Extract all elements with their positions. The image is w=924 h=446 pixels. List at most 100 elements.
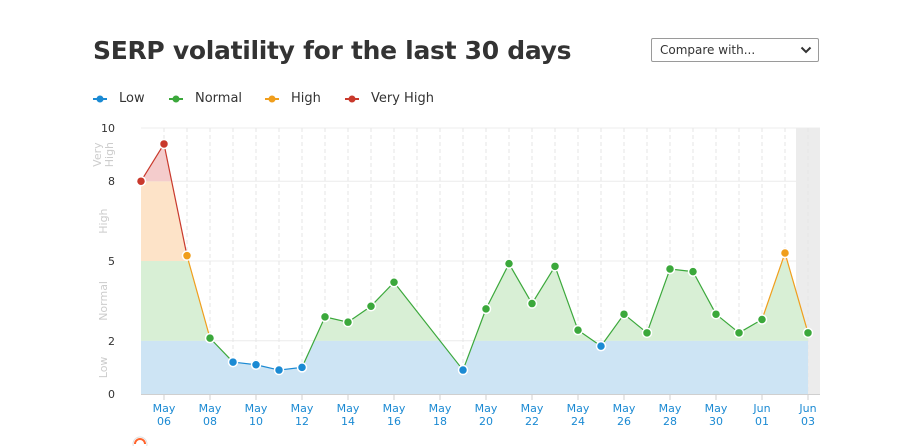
x-tick-label-day: 03: [801, 415, 815, 428]
compare-with-label: Compare with...: [660, 43, 756, 57]
data-point: [503, 258, 515, 269]
data-point: [135, 175, 147, 187]
data-point: [158, 138, 170, 150]
band-label-high: High: [97, 208, 110, 233]
x-tick-label-month: May: [429, 402, 452, 415]
series-line-segment: [186, 255, 211, 339]
x-tick-label-month: May: [245, 402, 268, 415]
x-tick-label-day: 01: [755, 415, 769, 428]
x-tick-label-day: 24: [571, 415, 585, 428]
legend-marker-low: [93, 95, 107, 103]
y-tick-label: 2: [108, 335, 115, 348]
data-point: [802, 327, 814, 339]
data-point: [687, 266, 699, 277]
x-tick-label-day: 22: [525, 415, 539, 428]
area-fill-very-high: [141, 143, 172, 182]
chevron-down-icon: [800, 46, 812, 54]
band-label-low: Low: [97, 357, 110, 379]
logo-arc: [134, 438, 146, 445]
y-tick-label: 0: [108, 388, 115, 401]
x-tick-label-month: May: [705, 402, 728, 415]
data-point: [181, 250, 193, 261]
series-line-segment: [508, 263, 533, 304]
series-line-segment: [692, 271, 717, 315]
series-line-segment: [761, 252, 786, 320]
data-point: [572, 324, 584, 336]
x-tick-label-month: May: [659, 402, 682, 415]
x-tick-label-day: 10: [249, 415, 263, 428]
data-point: [388, 277, 400, 288]
data-point: [641, 327, 653, 339]
series-line-segment: [485, 263, 510, 310]
x-tick-label-day: 08: [203, 415, 217, 428]
legend-label-low: Low: [119, 91, 145, 106]
data-point: [618, 308, 630, 320]
series-line-segment: [140, 143, 165, 182]
data-point: [733, 327, 745, 339]
data-point: [273, 364, 285, 376]
band-label-very-high: Very: [91, 142, 104, 167]
band-label-very-high: High: [103, 142, 116, 167]
legend-marker-normal: [169, 95, 183, 103]
x-tick-label-day: 06: [157, 415, 171, 428]
data-point: [342, 316, 354, 328]
x-tick-label-day: 26: [617, 415, 631, 428]
x-tick-label-month: Jun: [752, 402, 770, 415]
x-tick-label-day: 28: [663, 415, 677, 428]
x-tick-label-month: Jun: [798, 402, 816, 415]
y-tick-label: 5: [108, 255, 115, 268]
x-tick-label-day: 18: [433, 415, 447, 428]
data-point: [457, 364, 469, 376]
series-line-segment: [209, 337, 234, 363]
legend-label-high: High: [291, 91, 321, 106]
x-tick-label-day: 12: [295, 415, 309, 428]
data-point: [756, 314, 768, 325]
series-line-segment: [462, 308, 487, 371]
data-point: [779, 247, 791, 259]
series-line-segment: [531, 266, 556, 304]
data-point: [710, 308, 722, 320]
data-point: [549, 261, 561, 272]
series-line-segment: [554, 266, 579, 331]
compare-with-dropdown[interactable]: Compare with...: [651, 38, 819, 62]
x-tick-label-month: May: [475, 402, 498, 415]
x-tick-label-day: 30: [709, 415, 723, 428]
page-title: SERP volatility for the last 30 days: [93, 36, 572, 65]
area-fill-low: [141, 340, 808, 394]
data-point: [480, 303, 492, 315]
data-point: [250, 359, 262, 370]
series-line-segment: [163, 143, 188, 256]
semrush-logo-icon: [132, 436, 148, 446]
data-point: [526, 298, 538, 309]
x-tick-label-day: 14: [341, 415, 355, 428]
series-line-segment: [301, 316, 326, 368]
y-tick-label: 10: [101, 122, 115, 135]
series-line-segment: [393, 281, 464, 371]
x-tick-label-month: May: [291, 402, 314, 415]
data-point: [319, 311, 331, 323]
band-label-normal: Normal: [97, 281, 110, 321]
x-tick-label-day: 16: [387, 415, 401, 428]
x-tick-label-month: May: [521, 402, 544, 415]
data-point: [595, 340, 607, 352]
x-tick-label-month: May: [613, 402, 636, 415]
x-tick-label-month: May: [337, 402, 360, 415]
legend-marker-high: [265, 95, 279, 103]
series-line-segment: [370, 281, 395, 307]
y-tick-label: 8: [108, 175, 115, 188]
legend-marker-very-high: [345, 95, 359, 103]
data-point: [227, 356, 239, 368]
x-tick-label-day: 20: [479, 415, 493, 428]
series-line-segment: [600, 313, 625, 347]
x-tick-label-month: May: [199, 402, 222, 415]
legend-label-normal: Normal: [195, 91, 243, 106]
legend-label-very-high: Very High: [371, 91, 434, 106]
data-point: [204, 332, 216, 344]
series-line-segment: [784, 252, 809, 333]
x-tick-label-month: May: [153, 402, 176, 415]
x-tick-label-month: May: [383, 402, 406, 415]
data-point: [365, 300, 377, 312]
series-line-segment: [646, 268, 671, 334]
data-point: [296, 362, 308, 373]
